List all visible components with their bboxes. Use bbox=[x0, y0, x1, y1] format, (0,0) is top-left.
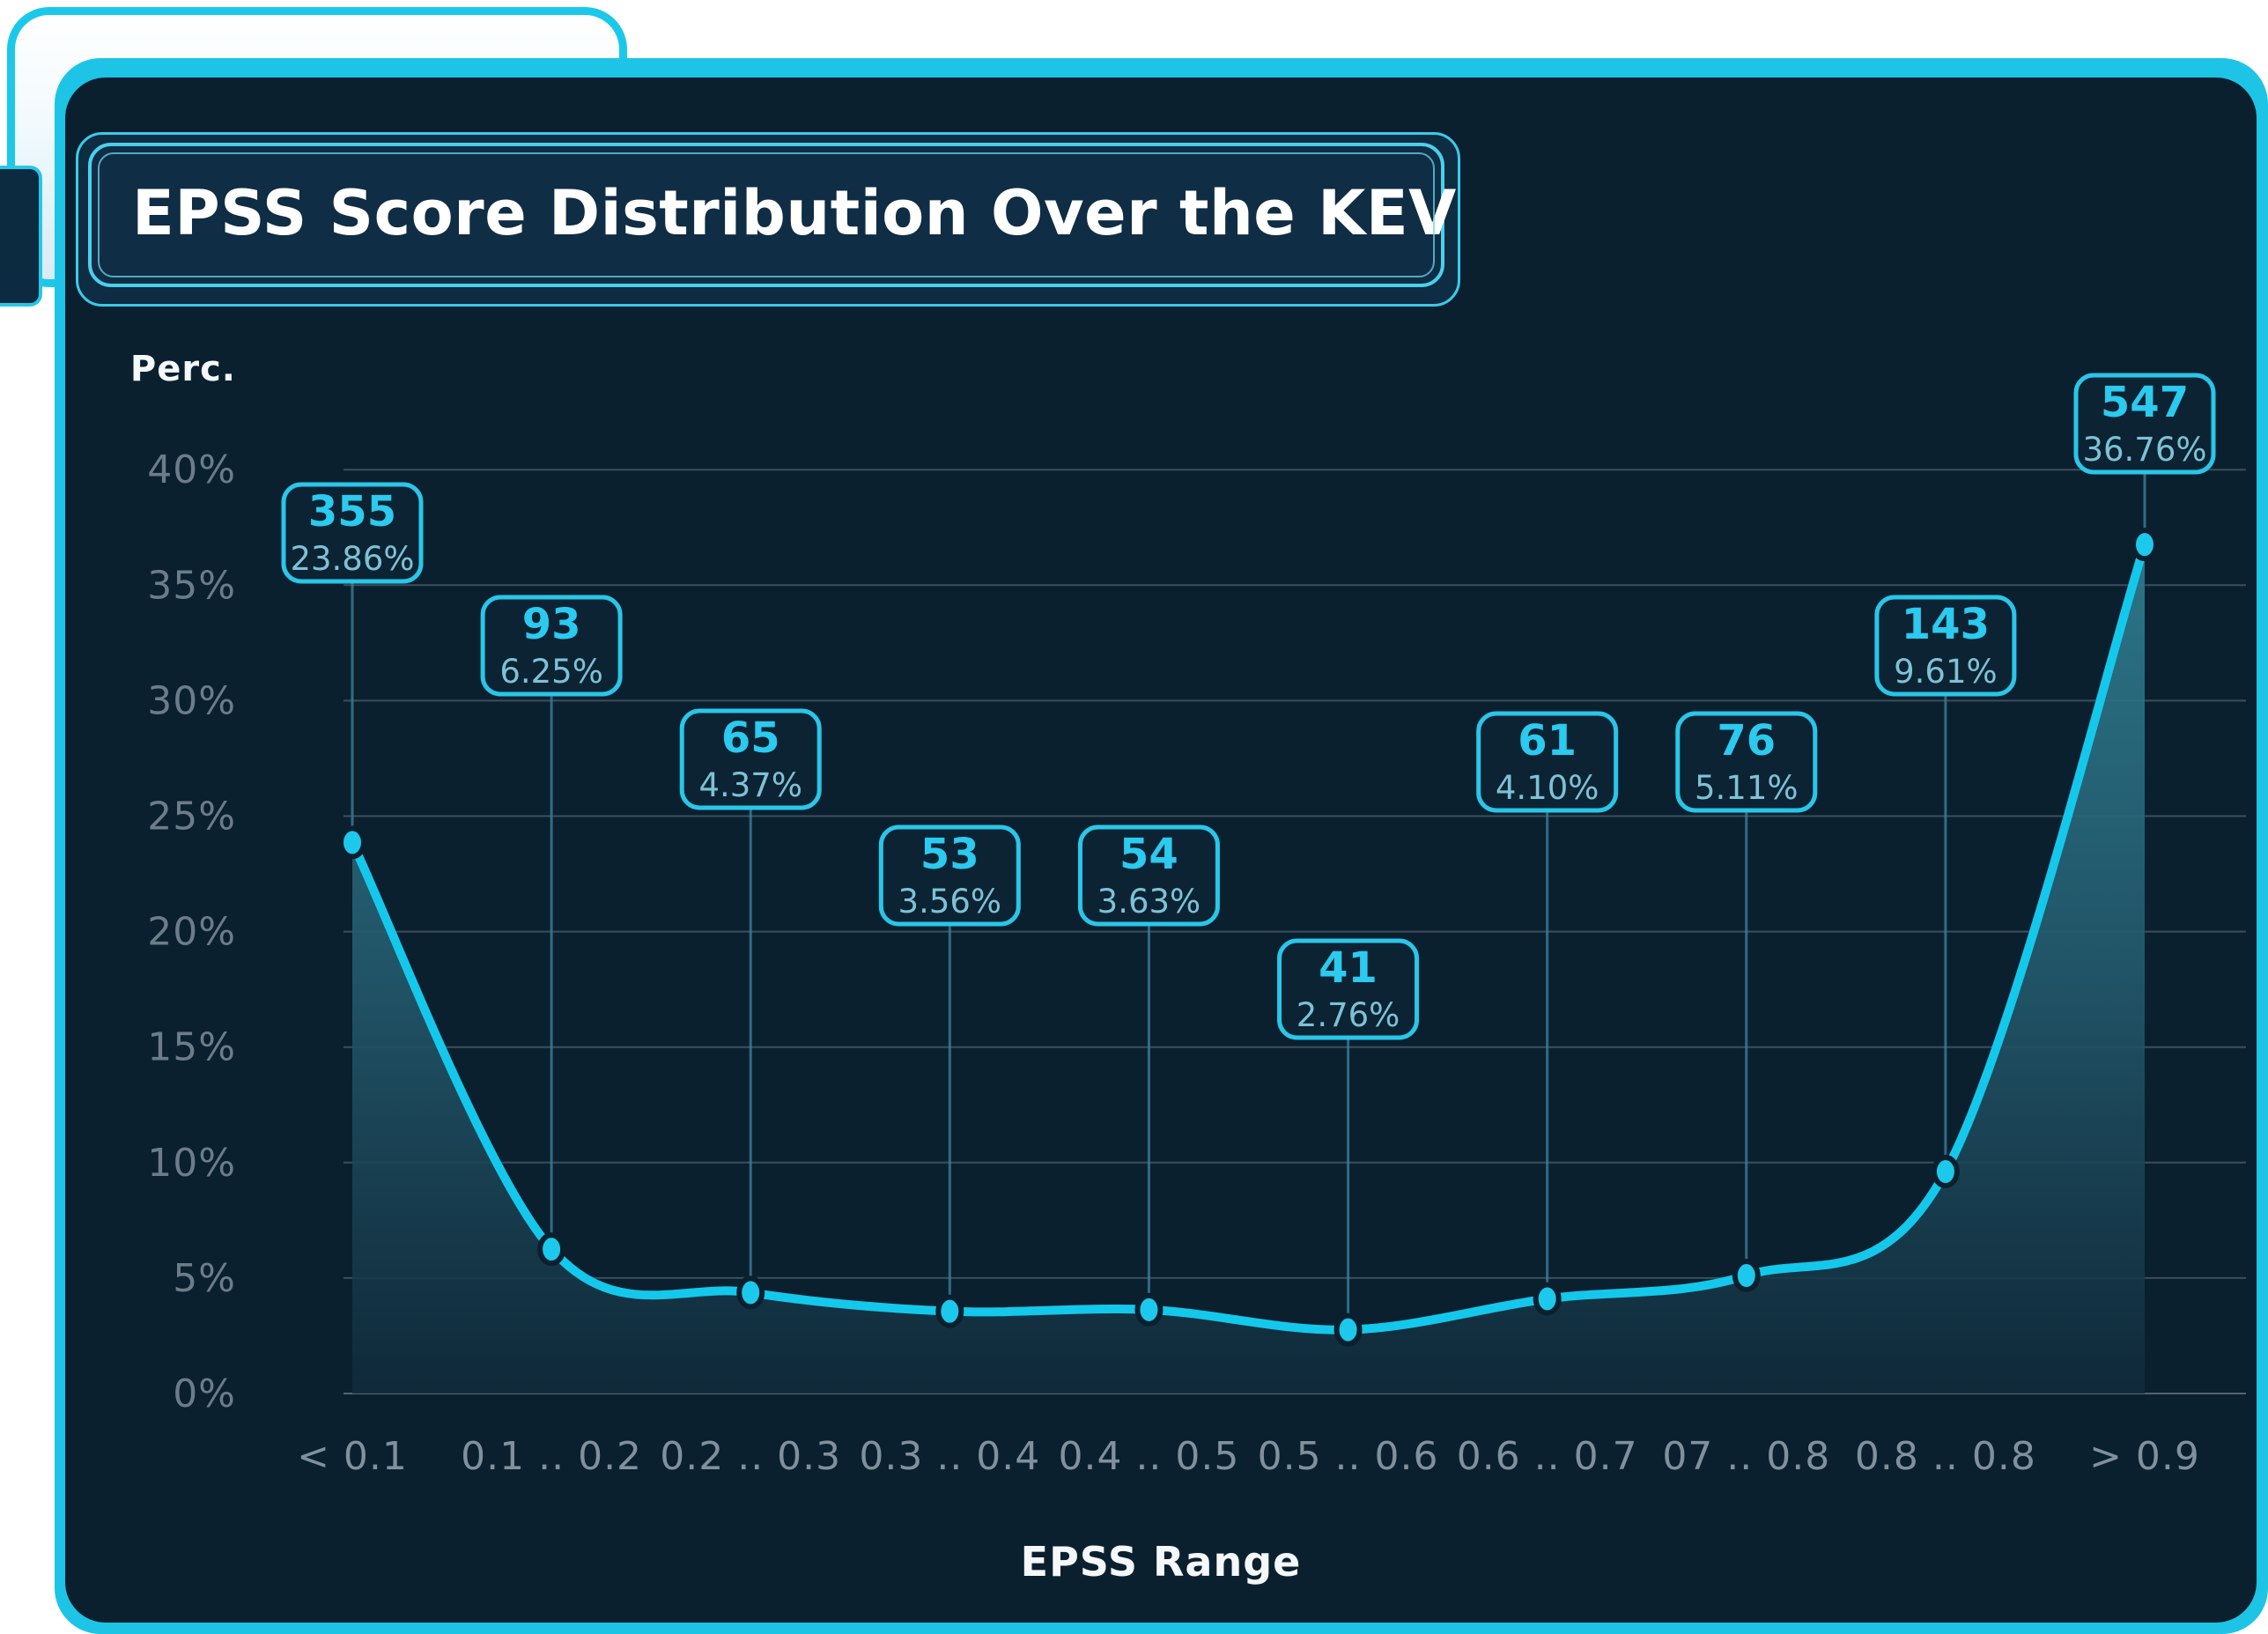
title-banner: EPSS Score Distribution Over the KEV bbox=[88, 143, 1457, 287]
data-label-count: 53 bbox=[920, 830, 979, 879]
y-tick-label: 0% bbox=[173, 1372, 236, 1416]
data-label-box bbox=[1077, 824, 1220, 927]
x-axis-title: EPSS Range bbox=[1020, 1538, 1302, 1586]
y-tick-label: 20% bbox=[147, 910, 236, 955]
data-label-box bbox=[1476, 711, 1619, 813]
data-label-percent: 3.56% bbox=[898, 883, 1002, 921]
data-label-count: 93 bbox=[522, 600, 581, 649]
data-label-count: 61 bbox=[1518, 716, 1577, 765]
data-label-percent: 23.86% bbox=[290, 540, 414, 578]
x-tick-label: 0.3 .. 0.4 bbox=[859, 1434, 1040, 1479]
data-label-box bbox=[1874, 595, 2017, 697]
x-tick-label: 0.8 .. 0.8 bbox=[1855, 1434, 2036, 1479]
data-label-count: 65 bbox=[721, 713, 780, 763]
series-area bbox=[352, 544, 2145, 1394]
x-tick-label: < 0.1 bbox=[297, 1434, 408, 1479]
data-label-box bbox=[480, 595, 623, 697]
y-axis-title: Perc. bbox=[129, 349, 236, 389]
data-label-count: 54 bbox=[1119, 830, 1178, 879]
data-label-box bbox=[281, 482, 424, 584]
x-tick-label: 0.6 .. 0.7 bbox=[1457, 1434, 1638, 1479]
data-label-percent: 4.37% bbox=[698, 766, 802, 804]
data-label-box bbox=[679, 708, 822, 810]
y-tick-label: 30% bbox=[147, 678, 236, 723]
x-tick-label: 0.1 .. 0.2 bbox=[461, 1434, 642, 1479]
x-tick-label: 0.5 .. 0.6 bbox=[1258, 1434, 1439, 1479]
data-point bbox=[1134, 1292, 1164, 1327]
y-tick-label: 25% bbox=[147, 795, 236, 839]
data-label-box bbox=[1277, 938, 1420, 1040]
x-tick-label: 0.4 .. 0.5 bbox=[1058, 1434, 1239, 1479]
data-label-percent: 36.76% bbox=[2082, 431, 2206, 469]
x-tick-label: 0.2 .. 0.3 bbox=[660, 1434, 841, 1479]
data-label-count: 355 bbox=[308, 487, 396, 536]
data-point bbox=[1533, 1282, 1562, 1316]
data-label-count: 76 bbox=[1717, 716, 1776, 765]
data-label-count: 41 bbox=[1319, 943, 1378, 993]
y-tick-label: 5% bbox=[173, 1256, 236, 1301]
x-tick-label: 07 .. 0.8 bbox=[1662, 1434, 1830, 1479]
side-tab-decoration bbox=[0, 166, 42, 307]
data-label-count: 547 bbox=[2101, 378, 2189, 427]
data-label-count: 143 bbox=[1902, 600, 1990, 649]
data-point bbox=[2131, 528, 2159, 562]
data-label-percent: 2.76% bbox=[1297, 996, 1400, 1034]
data-point bbox=[338, 825, 366, 860]
data-label-box bbox=[878, 824, 1021, 927]
data-point bbox=[736, 1275, 765, 1310]
data-label-percent: 6.25% bbox=[499, 653, 603, 691]
data-label-percent: 4.10% bbox=[1496, 769, 1599, 807]
data-label-percent: 3.63% bbox=[1097, 883, 1201, 921]
x-tick-label: > 0.9 bbox=[2089, 1434, 2200, 1479]
data-label-percent: 9.61% bbox=[1894, 653, 1998, 691]
chart-title: EPSS Score Distribution Over the KEV bbox=[132, 177, 1457, 249]
y-tick-label: 15% bbox=[147, 1025, 236, 1070]
data-label-box bbox=[1675, 711, 1818, 813]
data-point bbox=[1931, 1155, 1960, 1189]
y-tick-label: 40% bbox=[147, 447, 236, 492]
data-point bbox=[1333, 1312, 1363, 1347]
data-label-box bbox=[2073, 373, 2216, 475]
y-tick-label: 35% bbox=[147, 563, 236, 608]
data-point bbox=[537, 1232, 566, 1267]
data-point bbox=[1732, 1259, 1761, 1293]
y-tick-label: 10% bbox=[147, 1141, 236, 1186]
data-point bbox=[935, 1294, 964, 1328]
data-label-percent: 5.11% bbox=[1695, 769, 1799, 807]
